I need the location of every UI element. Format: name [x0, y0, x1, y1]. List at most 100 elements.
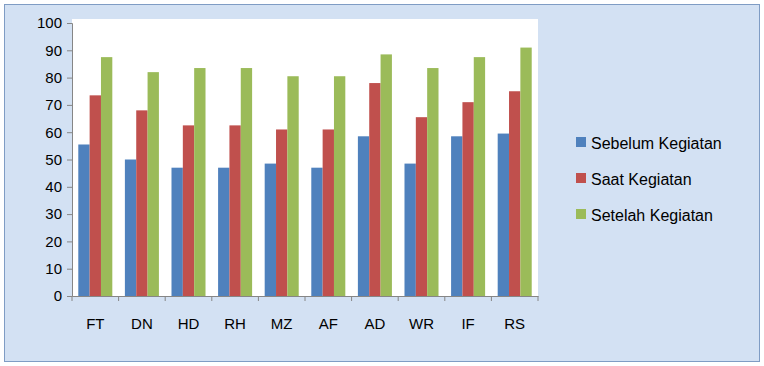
tick: RH [224, 296, 246, 332]
tick-label: WR [409, 315, 434, 332]
bar [194, 68, 205, 296]
bar [358, 136, 369, 296]
tick-label: 0 [54, 287, 62, 304]
bar [323, 129, 334, 296]
tick-label: 60 [45, 124, 62, 141]
category-divider [398, 296, 399, 301]
bar [101, 57, 112, 296]
tick: MZ [271, 296, 293, 332]
tick-label: RH [224, 315, 246, 332]
category-divider [165, 296, 166, 301]
bar [334, 76, 345, 296]
bar [148, 72, 159, 296]
tick-mark [67, 160, 72, 161]
tick-label: 30 [45, 205, 62, 222]
tick: 70 [45, 96, 72, 113]
tick-label: 80 [45, 69, 62, 86]
category-divider [444, 296, 445, 301]
tick: 80 [45, 69, 72, 86]
bar [451, 136, 462, 296]
tick-mark [67, 296, 72, 297]
tick-label: 10 [45, 260, 62, 277]
bar [462, 102, 473, 296]
bar [90, 95, 101, 296]
category-divider [351, 296, 352, 301]
tick: WR [409, 296, 434, 332]
legend-swatch [576, 137, 586, 147]
bar [509, 91, 520, 296]
tick-label: 40 [45, 178, 62, 195]
tick-mark [67, 78, 72, 79]
category-divider [118, 296, 119, 301]
x-axis: FT DN HD RH MZ AF AD WR IF RS [73, 296, 539, 332]
tick-label: 50 [45, 151, 62, 168]
chart-background [5, 5, 760, 362]
legend-label: Setelah Kegiatan [591, 207, 713, 224]
tick: 100 [37, 14, 72, 31]
bar [287, 76, 298, 296]
tick-mark [67, 241, 72, 242]
bar [78, 144, 89, 296]
bar [416, 117, 427, 296]
tick: 40 [45, 178, 72, 195]
legend-entry: Saat Kegiatan [576, 171, 692, 188]
tick-label: AD [364, 315, 385, 332]
tick-label: IF [461, 315, 474, 332]
bar [427, 68, 438, 296]
tick: AF [319, 296, 338, 332]
tick: HD [178, 296, 200, 332]
tick-label: RS [504, 315, 525, 332]
axis-line [67, 24, 73, 297]
tick: 50 [45, 151, 72, 168]
legend-label: Sebelum Kegiatan [591, 135, 722, 152]
tick-mark [67, 214, 72, 215]
tick: IF [461, 296, 474, 332]
bar [404, 164, 415, 296]
legend-entry: Sebelum Kegiatan [576, 135, 722, 152]
bar [136, 110, 147, 296]
tick-mark [67, 269, 72, 270]
bar [474, 57, 485, 296]
category-divider [538, 296, 539, 301]
category-divider [211, 296, 212, 301]
bar [311, 168, 322, 296]
bar [520, 48, 531, 296]
tick-label: 70 [45, 96, 62, 113]
tick-label: 100 [37, 14, 62, 31]
tick-mark [67, 50, 72, 51]
bar [369, 83, 380, 296]
tick-label: MZ [271, 315, 293, 332]
category-divider [258, 296, 259, 301]
tick: 90 [45, 42, 72, 59]
plot-background [72, 19, 538, 296]
bar [381, 54, 392, 296]
legend-swatch [576, 209, 586, 219]
tick: 10 [45, 260, 72, 277]
bar [125, 160, 136, 297]
tick: 0 [54, 287, 72, 304]
bar [498, 134, 509, 296]
category-divider [72, 296, 73, 301]
tick-label: FT [86, 315, 104, 332]
tick-label: 20 [45, 233, 62, 250]
category-divider [491, 296, 492, 301]
tick-label: 90 [45, 42, 62, 59]
tick-mark [67, 187, 72, 188]
tick-mark [67, 132, 72, 133]
category-divider [305, 296, 306, 301]
bar [241, 68, 252, 296]
tick-label: HD [178, 315, 200, 332]
tick-label: AF [319, 315, 338, 332]
y-axis: 0 10 20 30 40 50 60 70 80 90 100 [37, 14, 73, 304]
series-bars [101, 48, 532, 296]
legend-entry: Setelah Kegiatan [576, 207, 713, 224]
bar [171, 168, 182, 296]
tick: 60 [45, 124, 72, 141]
tick: DN [131, 296, 153, 332]
legend: Sebelum Kegiatan Saat Kegiatan Setelah Keg… [576, 135, 722, 224]
tick: 20 [45, 233, 72, 250]
tick: AD [364, 296, 385, 332]
bars [78, 48, 531, 296]
tick-mark [67, 23, 72, 24]
bar [218, 168, 229, 296]
